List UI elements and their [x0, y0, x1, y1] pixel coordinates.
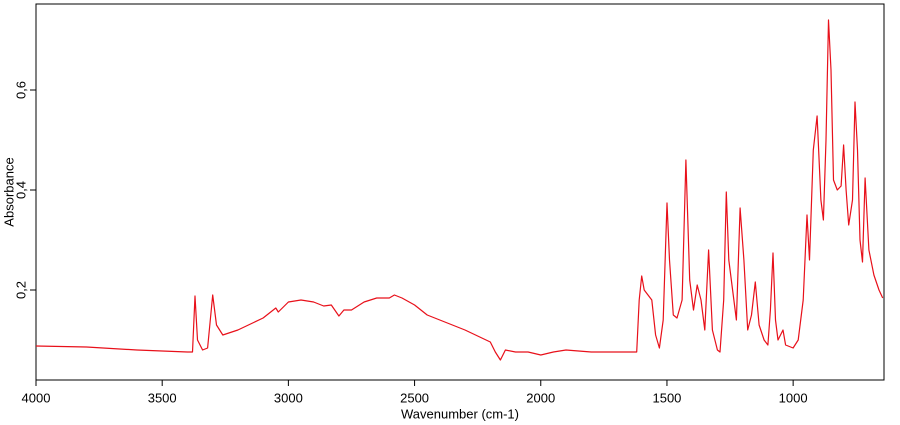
x-tick-label: 1000 [779, 390, 808, 405]
x-tick-label: 3500 [148, 390, 177, 405]
spectrum-line [35, 19, 884, 361]
x-tick-label: 1500 [652, 390, 681, 405]
x-tick-label: 2000 [526, 390, 555, 405]
x-tick-label: 3000 [274, 390, 303, 405]
x-tick-label: 2500 [400, 390, 429, 405]
y-tick-label: 0,4 [13, 181, 28, 199]
y-tick-label: 0,2 [13, 281, 28, 299]
y-tick-label: 0,6 [13, 81, 28, 99]
plot-frame [35, 3, 885, 381]
y-axis-label: Absorbance [1, 157, 16, 226]
x-axis-label: Wavenumber (cm-1) [401, 406, 519, 421]
x-tick-label: 4000 [22, 390, 51, 405]
